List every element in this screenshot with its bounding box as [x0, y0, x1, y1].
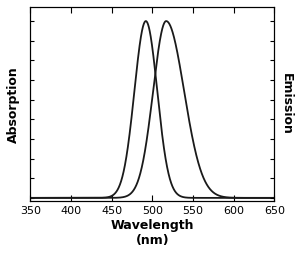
Y-axis label: Absorption: Absorption: [7, 66, 20, 142]
X-axis label: Wavelength
(nm): Wavelength (nm): [111, 219, 194, 247]
Y-axis label: Emission: Emission: [280, 73, 293, 135]
